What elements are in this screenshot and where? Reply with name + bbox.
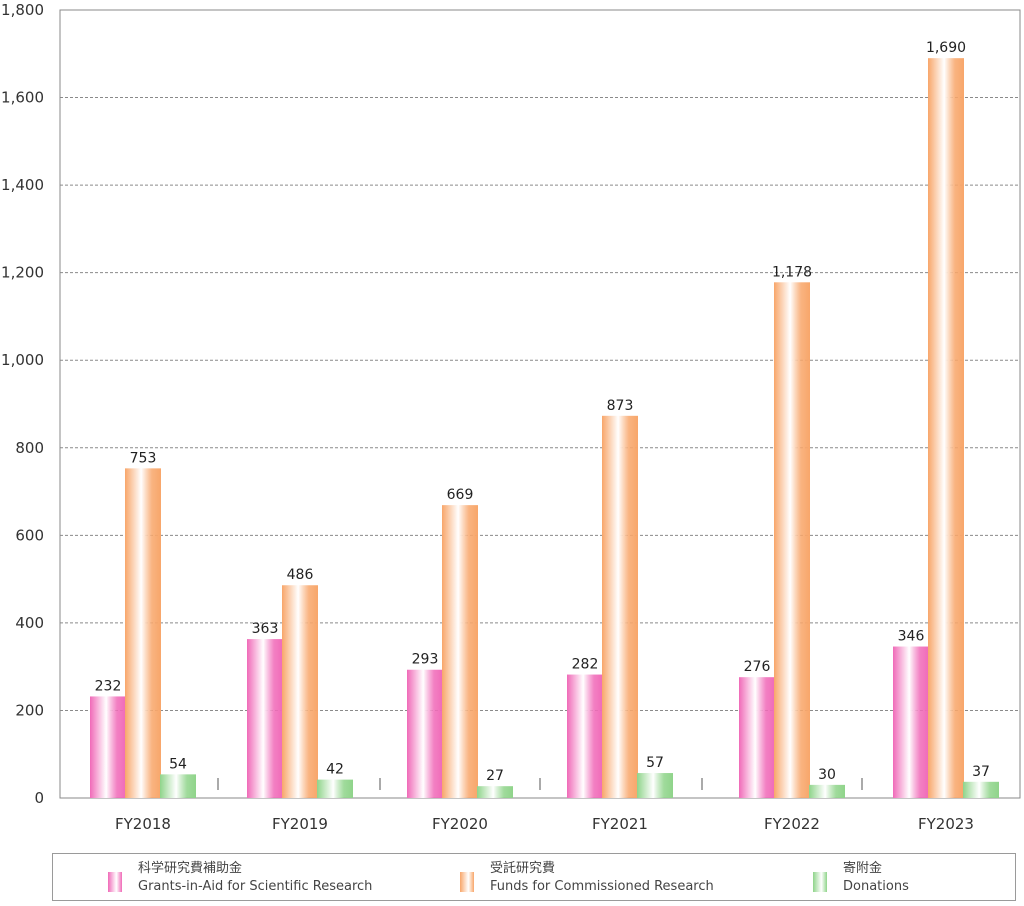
bar	[567, 674, 603, 798]
legend-label: 寄附金 Donations	[843, 860, 909, 896]
bar	[317, 779, 353, 798]
bar	[247, 639, 283, 798]
bar-chart: 0 200 400 600 800 1,000 1,200 1,400 1,600 1,800 23…	[1, 1, 1021, 833]
bar	[928, 58, 964, 798]
x-tick-label: FY2022	[764, 815, 820, 833]
data-label: 276	[744, 659, 771, 675]
y-tick-label: 0	[34, 789, 44, 807]
data-label: 363	[252, 621, 279, 637]
x-tick-label: FY2023	[918, 815, 974, 833]
data-label: 54	[169, 756, 187, 772]
data-label: 669	[447, 487, 474, 503]
bar	[809, 784, 845, 798]
legend-label-en: Donations	[843, 879, 909, 894]
data-label: 293	[412, 652, 439, 668]
y-tick-label: 1,800	[1, 1, 44, 19]
legend-label: 科学研究費補助金 Grants-in-Aid for Scientific Re…	[138, 860, 372, 896]
data-label: 486	[287, 567, 314, 583]
data-label: 57	[646, 755, 664, 771]
legend-label-ja: 科学研究費補助金	[138, 861, 243, 876]
legend-label-ja: 寄附金	[843, 861, 883, 876]
legend-label: 受託研究費 Funds for Commissioned Research	[490, 860, 714, 896]
y-tick-label: 200	[15, 701, 44, 719]
data-label: 1,178	[772, 264, 812, 280]
bar	[125, 468, 161, 798]
data-label: 42	[326, 762, 344, 778]
x-tick-label: FY2021	[592, 815, 648, 833]
axes	[59, 9, 1021, 799]
y-tick-label: 400	[15, 614, 44, 632]
legend: 科学研究費補助金 Grants-in-Aid for Scientific Re…	[52, 853, 1016, 901]
bar	[637, 773, 673, 798]
green-bar-swatch	[813, 872, 827, 892]
data-label: 873	[607, 398, 634, 414]
bar	[442, 505, 478, 798]
y-tick-label: 1,600	[1, 89, 44, 107]
legend-label-ja: 受託研究費	[490, 861, 556, 876]
data-label: 27	[486, 768, 504, 784]
orange-bar-swatch	[460, 872, 474, 892]
y-tick-label: 1,400	[1, 176, 44, 194]
data-label: 37	[972, 764, 990, 780]
data-label: 346	[898, 629, 925, 645]
plot-frame	[59, 9, 1021, 799]
bar	[477, 786, 513, 798]
data-label: 232	[95, 678, 122, 694]
pink-bar-swatch	[108, 872, 122, 892]
y-tick-label: 800	[15, 439, 44, 457]
data-label: 1,690	[926, 40, 966, 56]
bar	[282, 585, 318, 798]
y-tick-label: 600	[15, 526, 44, 544]
data-label: 753	[130, 450, 157, 466]
x-tick-label: FY2020	[432, 815, 488, 833]
y-tick-label: 1,200	[1, 264, 44, 282]
gridlines	[60, 97, 1020, 711]
legend-label-en: Grants-in-Aid for Scientific Research	[138, 879, 373, 894]
bar	[160, 774, 196, 798]
data-label: 30	[818, 767, 836, 783]
x-tick-label: FY2018	[115, 815, 171, 833]
bar	[407, 669, 443, 798]
labels: 0 200 400 600 800 1,000 1,200 1,400 1,600 1,800 23…	[1, 1, 990, 833]
bar	[963, 781, 999, 798]
bar	[602, 415, 638, 798]
data-label: 282	[572, 657, 599, 673]
bars	[90, 58, 999, 798]
bar	[739, 677, 775, 798]
y-tick-label: 1,000	[1, 351, 44, 369]
bar	[893, 646, 929, 798]
legend-label-en: Funds for Commissioned Research	[490, 879, 714, 894]
x-tick-label: FY2019	[272, 815, 328, 833]
bar	[774, 282, 810, 798]
bar	[90, 696, 126, 798]
